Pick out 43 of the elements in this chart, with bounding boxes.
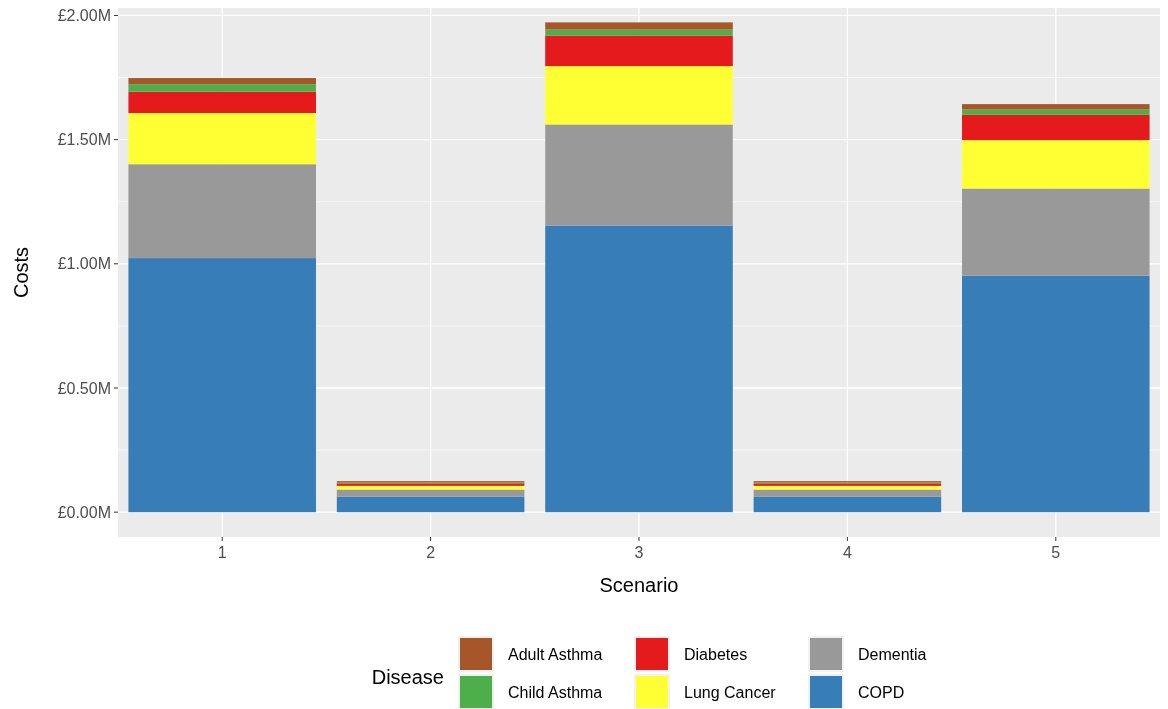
bar <box>545 124 733 226</box>
bar <box>336 489 525 497</box>
bar <box>545 22 733 30</box>
x-tick-label: 1 <box>217 544 227 561</box>
y-axis-title: Costs <box>10 246 32 299</box>
legend-label: Lung Cancer <box>684 683 777 701</box>
bar <box>336 485 525 490</box>
legend-label: Adult Asthma <box>508 645 603 663</box>
bar <box>962 104 1150 110</box>
legend-title: Disease <box>371 666 444 688</box>
bar <box>545 29 733 36</box>
bar <box>128 164 316 259</box>
y-tick-label: £2.00M <box>57 7 111 25</box>
legend-label: Diabetes <box>684 645 748 663</box>
x-tick-label: 3 <box>634 544 644 561</box>
y-tick-label: £0.50M <box>57 379 111 397</box>
bar <box>545 66 733 125</box>
bar <box>962 109 1150 115</box>
bar <box>128 84 316 92</box>
bar <box>962 140 1150 189</box>
bar <box>753 489 942 497</box>
bar <box>128 78 316 85</box>
x-tick-label: 4 <box>842 544 852 561</box>
bar <box>545 225 733 513</box>
bar <box>753 485 942 490</box>
legend-label: COPD <box>858 683 905 701</box>
x-axis-title: Scenario <box>599 574 679 596</box>
y-tick-label: £1.50M <box>57 131 111 149</box>
bar <box>753 496 942 513</box>
bar <box>962 188 1150 276</box>
bar <box>128 258 316 513</box>
bar <box>962 114 1150 141</box>
bar <box>962 275 1150 513</box>
legend-label: Child Asthma <box>508 683 603 701</box>
bar <box>545 35 733 67</box>
bar <box>128 91 316 114</box>
y-tick-label: £1.00M <box>57 255 111 273</box>
bar <box>336 496 525 513</box>
x-tick-label: 5 <box>1051 544 1061 561</box>
bar <box>128 113 316 165</box>
legend-label: Dementia <box>858 645 927 663</box>
x-tick-label: 2 <box>426 544 436 561</box>
y-tick-label: £0.00M <box>57 503 111 521</box>
